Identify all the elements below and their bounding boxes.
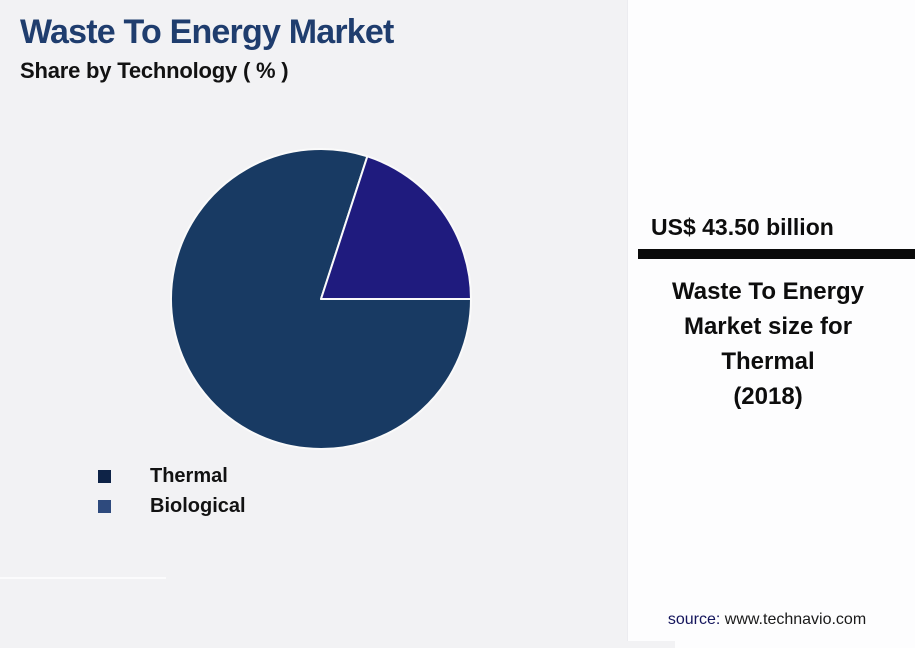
page-title: Waste To Energy Market bbox=[20, 13, 394, 51]
legend-item-biological: Biological bbox=[98, 491, 246, 521]
source-label: source: bbox=[667, 611, 721, 628]
description-line: Waste To Energy bbox=[671, 278, 865, 305]
pie-chart-container bbox=[161, 139, 481, 459]
pie-slice-biological bbox=[320, 155, 472, 300]
pie-chart bbox=[170, 148, 472, 450]
chart-legend: Thermal Biological bbox=[98, 461, 246, 521]
description-line: Thermal bbox=[721, 348, 815, 375]
panel-divider-bar bbox=[638, 249, 915, 259]
description-line: (2018) bbox=[733, 383, 803, 410]
legend-marker bbox=[98, 469, 111, 483]
source-attribution: source: www.technavio.com bbox=[628, 611, 906, 629]
legend-label: Biological bbox=[150, 494, 246, 517]
panel-bottom-strip bbox=[675, 640, 915, 648]
description-line: Market size for bbox=[683, 313, 853, 340]
bottom-left-divider bbox=[0, 577, 166, 579]
page-subtitle: Share by Technology ( % ) bbox=[20, 58, 289, 83]
legend-item-thermal: Thermal bbox=[98, 461, 246, 491]
legend-label: Thermal bbox=[150, 464, 228, 487]
legend-marker bbox=[98, 499, 111, 513]
market-size-description: Waste To Energy Market size for Thermal … bbox=[628, 274, 908, 414]
market-size-value: US$ 43.50 billion bbox=[651, 214, 834, 240]
source-url: www.technavio.com bbox=[724, 611, 867, 628]
side-panel: US$ 43.50 billion Waste To Energy Market… bbox=[627, 0, 915, 641]
